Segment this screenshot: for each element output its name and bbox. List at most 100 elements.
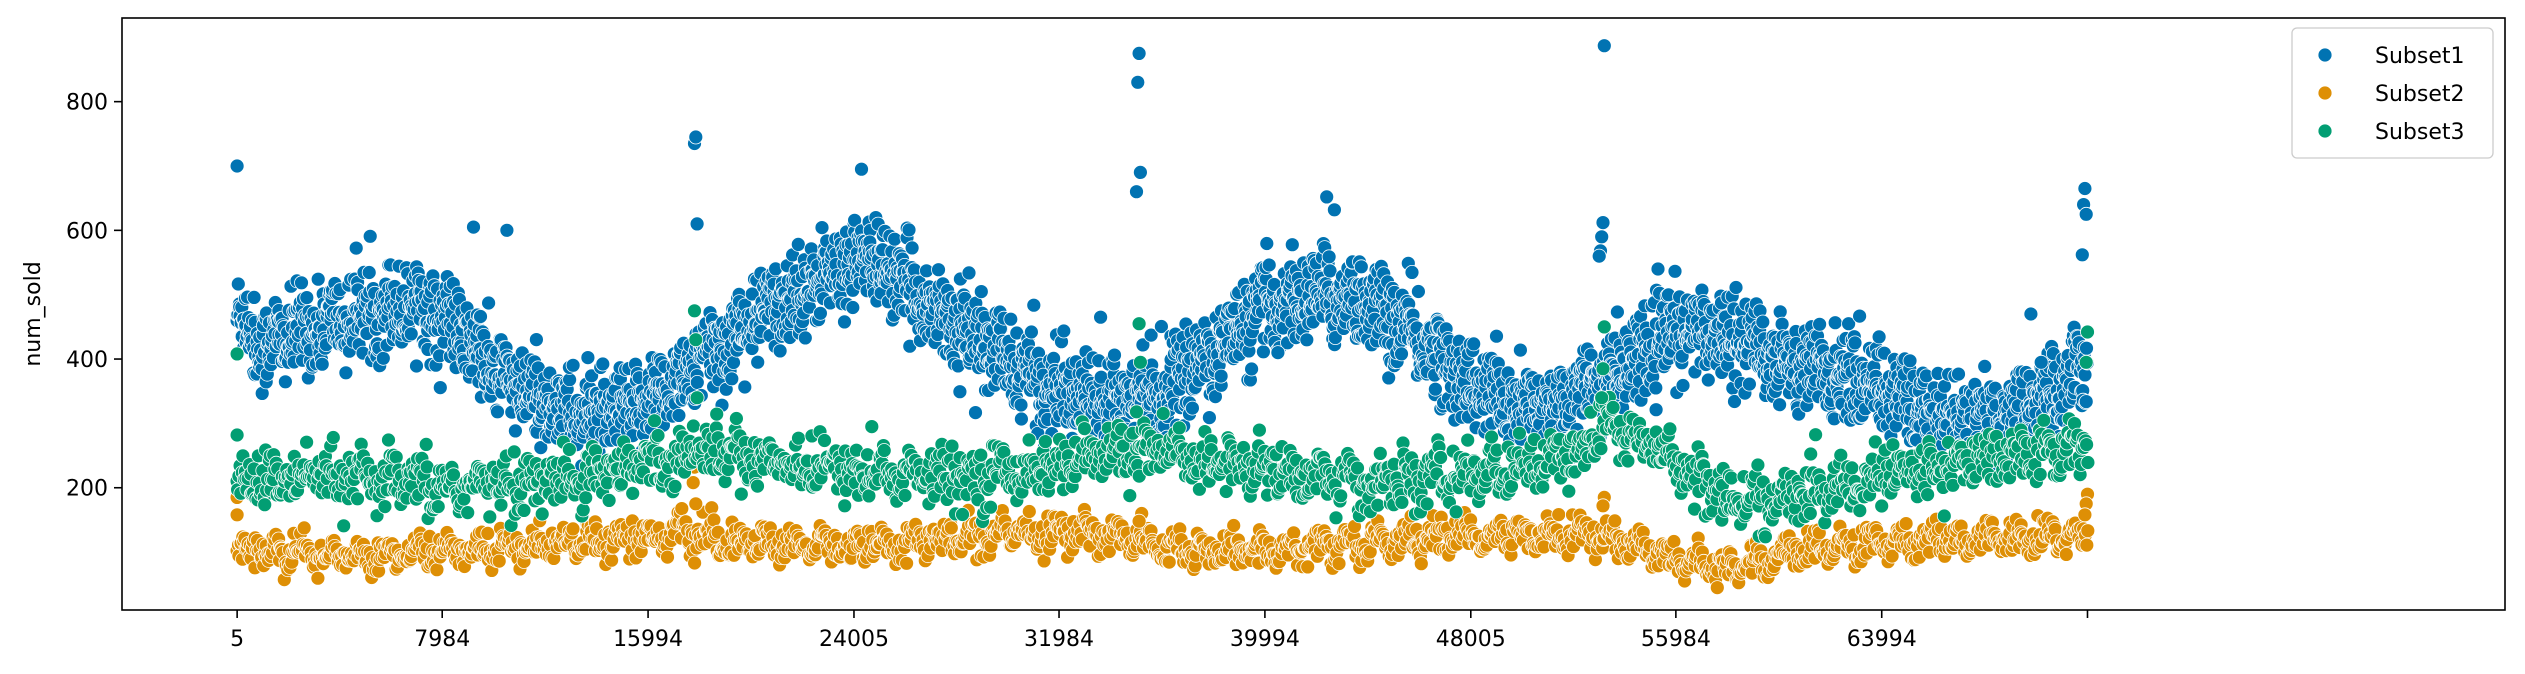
data-point: [845, 300, 861, 315]
data-point: [1381, 370, 1397, 386]
data-point: [952, 384, 968, 400]
data-point: [706, 512, 722, 528]
data-point: [362, 228, 378, 244]
data-point: [1648, 380, 1664, 396]
data-point: [750, 354, 766, 370]
data-point: [473, 309, 488, 324]
data-point: [1286, 525, 1302, 541]
data-point-outlier: [2078, 206, 2094, 222]
data-point: [1261, 257, 1277, 273]
data-point: [901, 222, 917, 238]
data-point: [432, 380, 448, 396]
data-point-outlier: [1270, 345, 1286, 361]
data-point: [887, 231, 902, 247]
data-point: [529, 332, 544, 348]
data-point: [584, 368, 599, 384]
data-point-outlier: [1131, 46, 1147, 61]
data-point: [704, 500, 720, 516]
data-point: [409, 358, 424, 374]
data-point: [1650, 261, 1666, 277]
data-point-outlier: [1591, 248, 1607, 264]
data-point: [847, 212, 862, 228]
data-point: [296, 520, 312, 536]
data-point: [1675, 378, 1691, 393]
data-point-outlier: [2023, 306, 2039, 322]
data-point-outlier: [499, 222, 515, 238]
data-point: [689, 374, 705, 390]
data-point: [1700, 372, 1716, 388]
data-point: [1852, 308, 1867, 324]
data-point: [968, 405, 983, 421]
data-point: [1428, 381, 1443, 397]
data-point: [674, 501, 690, 517]
data-point: [1951, 366, 1966, 382]
data-point: [1742, 376, 1757, 392]
data-point: [481, 295, 497, 311]
data-point: [375, 350, 391, 366]
data-point: [1610, 304, 1625, 320]
data-point: [744, 286, 760, 302]
data-point: [294, 275, 309, 291]
data-point: [1772, 304, 1788, 320]
data-point: [533, 440, 549, 456]
data-point: [1244, 361, 1259, 377]
data-point-outlier: [2074, 247, 2090, 263]
data-point: [737, 379, 753, 395]
data-point: [1107, 347, 1122, 363]
data-point: [429, 562, 445, 578]
data-point: [837, 314, 852, 330]
data-point: [899, 555, 914, 571]
data-point: [1013, 397, 1029, 413]
data-point: [772, 343, 788, 359]
data-point-outlier: [2077, 181, 2093, 196]
data-point: [1202, 410, 1217, 426]
data-point: [1466, 336, 1482, 352]
data-point: [1161, 554, 1177, 570]
data-point: [299, 290, 315, 306]
data-point: [1513, 342, 1528, 358]
data-point: [961, 265, 977, 281]
data-point: [813, 305, 828, 321]
data-point-outlier: [1596, 38, 1612, 54]
data-point: [1226, 518, 1242, 533]
data-point-outlier: [854, 161, 869, 177]
data-point: [687, 555, 702, 571]
data-point: [1728, 280, 1744, 295]
data-point: [1394, 346, 1409, 362]
data-points-layer: [229, 38, 2096, 595]
data-point: [814, 220, 830, 236]
data-point: [1024, 324, 1039, 340]
data-point: [480, 526, 496, 541]
data-point-outlier: [688, 129, 704, 145]
data-point: [1300, 559, 1316, 575]
data-point: [1003, 311, 1019, 327]
data-point: [1871, 329, 1887, 345]
data-point: [230, 276, 246, 292]
data-point: [490, 404, 505, 420]
data-point: [310, 271, 326, 287]
data-point-outlier: [466, 219, 481, 235]
data-point: [562, 372, 577, 388]
data-point: [580, 350, 596, 366]
data-point: [1847, 335, 1863, 351]
data-point: [595, 356, 611, 372]
data-point-outlier: [1133, 164, 1148, 180]
data-point-outlier: [1093, 309, 1108, 325]
data-point-outlier: [689, 216, 705, 232]
data-point: [565, 521, 581, 537]
data-point: [1259, 236, 1275, 251]
data-point: [1026, 297, 1042, 313]
data-point-outlier: [1327, 202, 1342, 218]
data-point: [314, 356, 330, 372]
data-point: [1021, 504, 1037, 519]
data-point: [2079, 340, 2094, 356]
data-point-outlier: [229, 158, 245, 174]
data-point: [1413, 556, 1429, 572]
data-point: [931, 262, 946, 278]
data-point: [348, 240, 364, 256]
data-point: [310, 570, 326, 586]
data-point: [1772, 397, 1787, 413]
data-point: [904, 240, 920, 256]
data-point: [1755, 314, 1771, 330]
